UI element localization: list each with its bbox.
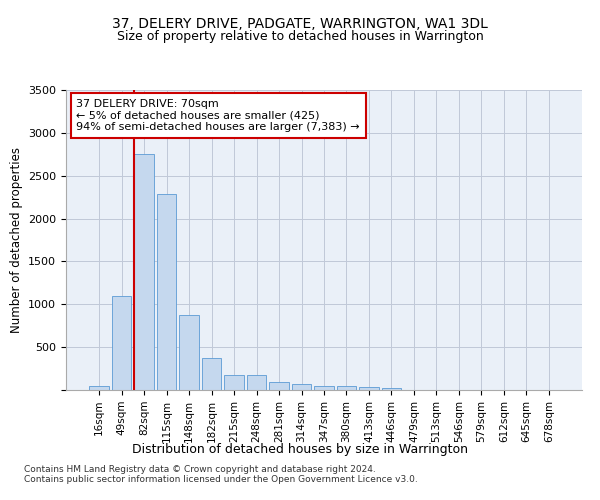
Text: Size of property relative to detached houses in Warrington: Size of property relative to detached ho…	[116, 30, 484, 43]
Bar	[337, 386, 356, 390]
Bar	[89, 386, 109, 390]
Text: Distribution of detached houses by size in Warrington: Distribution of detached houses by size …	[132, 442, 468, 456]
Bar	[314, 386, 334, 390]
Y-axis label: Number of detached properties: Number of detached properties	[10, 147, 23, 333]
Bar	[224, 375, 244, 390]
Bar	[359, 388, 379, 390]
Text: Contains public sector information licensed under the Open Government Licence v3: Contains public sector information licen…	[24, 476, 418, 484]
Bar	[112, 296, 131, 390]
Bar	[157, 194, 176, 390]
Bar	[382, 388, 401, 390]
Text: 37 DELERY DRIVE: 70sqm
← 5% of detached houses are smaller (425)
94% of semi-det: 37 DELERY DRIVE: 70sqm ← 5% of detached …	[76, 99, 360, 132]
Text: Contains HM Land Registry data © Crown copyright and database right 2024.: Contains HM Land Registry data © Crown c…	[24, 466, 376, 474]
Bar	[247, 375, 266, 390]
Bar	[134, 154, 154, 390]
Text: 37, DELERY DRIVE, PADGATE, WARRINGTON, WA1 3DL: 37, DELERY DRIVE, PADGATE, WARRINGTON, W…	[112, 18, 488, 32]
Bar	[269, 382, 289, 390]
Bar	[292, 384, 311, 390]
Bar	[202, 358, 221, 390]
Bar	[179, 315, 199, 390]
